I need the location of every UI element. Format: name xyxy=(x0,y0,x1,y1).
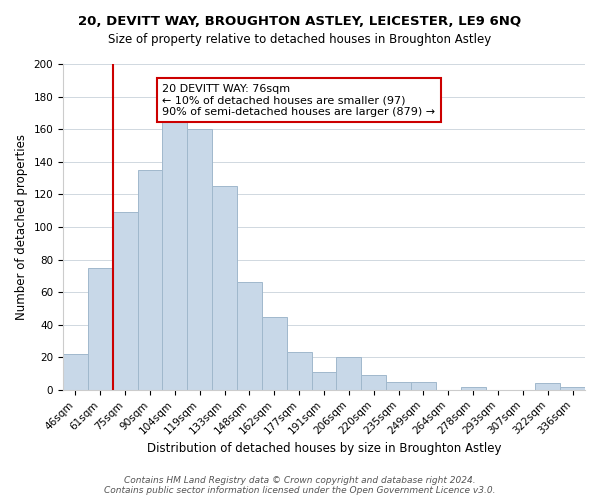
Bar xyxy=(386,382,411,390)
Bar xyxy=(461,386,485,390)
Bar xyxy=(88,268,113,390)
Bar xyxy=(187,129,212,390)
Bar xyxy=(535,384,560,390)
Bar xyxy=(361,375,386,390)
Bar xyxy=(113,212,137,390)
Bar xyxy=(163,113,187,390)
Text: 20 DEVITT WAY: 76sqm
← 10% of detached houses are smaller (97)
90% of semi-detac: 20 DEVITT WAY: 76sqm ← 10% of detached h… xyxy=(163,84,436,117)
Bar xyxy=(287,352,311,390)
Bar xyxy=(411,382,436,390)
Bar xyxy=(137,170,163,390)
X-axis label: Distribution of detached houses by size in Broughton Astley: Distribution of detached houses by size … xyxy=(147,442,501,455)
Bar xyxy=(560,386,585,390)
Bar xyxy=(63,354,88,390)
Bar xyxy=(212,186,237,390)
Bar xyxy=(311,372,337,390)
Text: Size of property relative to detached houses in Broughton Astley: Size of property relative to detached ho… xyxy=(109,32,491,46)
Text: Contains HM Land Registry data © Crown copyright and database right 2024.
Contai: Contains HM Land Registry data © Crown c… xyxy=(104,476,496,495)
Text: 20, DEVITT WAY, BROUGHTON ASTLEY, LEICESTER, LE9 6NQ: 20, DEVITT WAY, BROUGHTON ASTLEY, LEICES… xyxy=(79,15,521,28)
Y-axis label: Number of detached properties: Number of detached properties xyxy=(15,134,28,320)
Bar xyxy=(262,316,287,390)
Bar xyxy=(337,358,361,390)
Bar xyxy=(237,282,262,390)
